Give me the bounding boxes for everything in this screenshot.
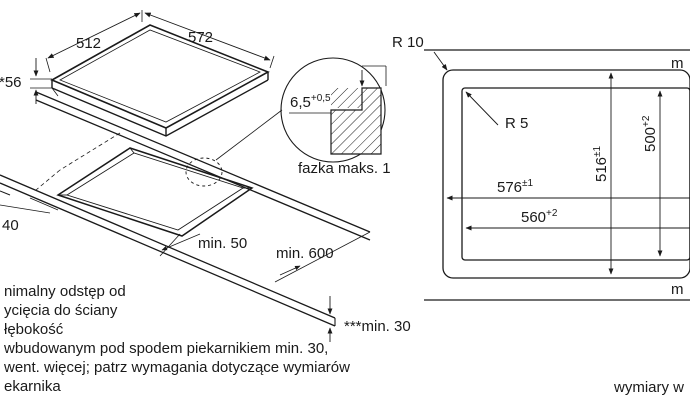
edge-label-top: m [671, 55, 684, 72]
inner-radius-callout: R 5 [465, 91, 528, 132]
footnote-line: ekarnika [4, 378, 61, 395]
footnote-line: nimalny odstęp od [4, 283, 126, 300]
hob-depth-label: 512 [76, 35, 101, 52]
footnote-line: ycięcia do ściany [4, 302, 118, 319]
wall-min-dimension: ***min. 30 [327, 296, 411, 342]
inner-height-dimension: 500+2 [641, 90, 663, 257]
wall-min-label: ***min. 30 [344, 318, 411, 335]
projection-lines [35, 87, 121, 191]
inner-width-dimension: 560+2 [465, 208, 690, 231]
detail-leader [215, 109, 283, 161]
hob-width-label: 572 [188, 29, 213, 46]
front-offset-dimension: 40 [0, 197, 59, 234]
edge-label-bottom: m [671, 281, 684, 298]
inner-width-label: 560+2 [521, 208, 558, 226]
side-min-label: min. 50 [198, 235, 247, 252]
hob-height-dimension: *56 [0, 58, 52, 104]
detail-value-label: 6,5+0,5 [290, 93, 331, 111]
footnote-line: łębokość [4, 321, 64, 338]
outer-radius-label: R 10 [392, 34, 424, 51]
hob-depth-dimension: 512 [45, 10, 143, 73]
detail-caption: fazka maks. 1 [298, 160, 391, 177]
cutout-plan [424, 49, 690, 301]
inner-radius-label: R 5 [505, 115, 528, 132]
hob-width-dimension: 572 [144, 12, 275, 69]
outer-width-label: 576±1 [497, 178, 534, 196]
footnotes: nimalny odstęp od ycięcia do ściany łębo… [3, 283, 350, 395]
front-offset-label: 40 [2, 217, 19, 234]
edge-detail: 6,5+0,5 fazka maks. 1 [280, 57, 391, 177]
hob-height-label: *56 [0, 74, 22, 91]
outer-width-dimension: 576±1 [446, 178, 690, 201]
side-min-dimension: min. 50 [159, 233, 247, 257]
outer-height-label: 516±1 [592, 145, 610, 182]
inner-height-label: 500+2 [641, 115, 659, 152]
cutout-outline [56, 147, 254, 237]
outer-height-dimension: 516±1 [592, 72, 614, 275]
detail-marker [185, 157, 223, 187]
footnote-line: wbudowanym pod spodem piekarnikiem min. … [3, 340, 328, 357]
outer-radius-callout: R 10 [392, 34, 448, 71]
depth-min-label: min. 600 [276, 245, 334, 262]
footnote-line: went. więcej; patrz wymagania dotyczące … [3, 359, 350, 376]
units-caption: wymiary w [613, 379, 684, 396]
depth-min-dimension: min. 600 [274, 231, 371, 283]
